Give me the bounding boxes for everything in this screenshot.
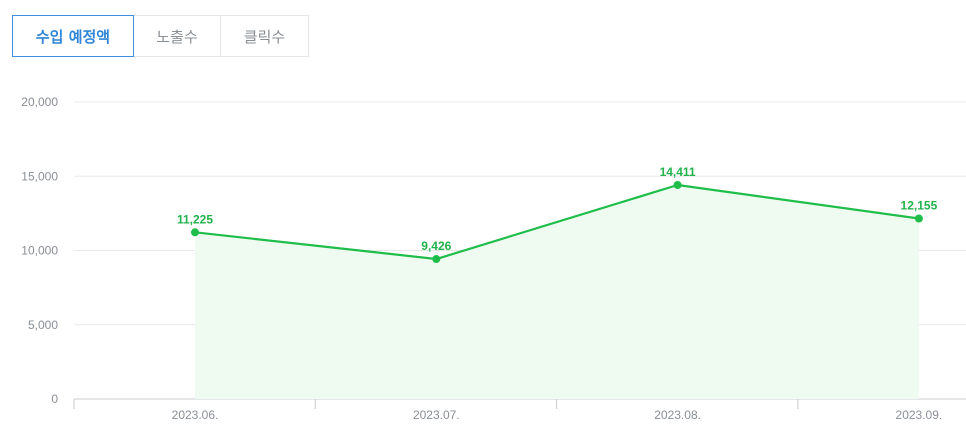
y-tick-label: 5,000 bbox=[28, 318, 58, 332]
x-tick-label: 2023.07. bbox=[413, 408, 460, 422]
data-point bbox=[432, 255, 441, 264]
data-label: 12,155 bbox=[901, 198, 938, 212]
y-tick-label: 20,000 bbox=[21, 95, 58, 109]
x-tick-label: 2023.06. bbox=[172, 408, 219, 422]
tab-revenue-estimate[interactable]: 수입 예정액 bbox=[12, 15, 134, 57]
data-label: 11,225 bbox=[177, 212, 213, 226]
data-point bbox=[191, 228, 199, 237]
data-point bbox=[673, 180, 682, 189]
y-tick-label: 15,000 bbox=[21, 169, 58, 183]
y-tick-label: 10,000 bbox=[21, 244, 58, 258]
tab-impressions[interactable]: 노출수 bbox=[134, 15, 221, 57]
y-tick-label: 0 bbox=[51, 392, 58, 406]
series-line bbox=[194, 183, 920, 261]
x-tick-label: 2023.09. bbox=[896, 408, 943, 422]
data-point bbox=[914, 214, 923, 223]
data-label: 14,411 bbox=[660, 165, 696, 179]
series-area bbox=[195, 184, 919, 399]
tab-clicks[interactable]: 클릭수 bbox=[221, 15, 309, 57]
metric-tabs: 수입 예정액 노출수 클릭수 bbox=[12, 15, 309, 57]
x-tick-label: 2023.08. bbox=[654, 408, 701, 422]
data-label: 9,426 bbox=[421, 239, 451, 253]
